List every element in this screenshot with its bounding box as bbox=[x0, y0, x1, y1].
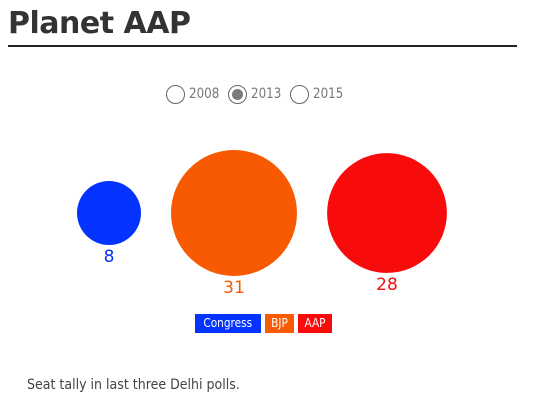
year-label-2015: 2015 bbox=[313, 86, 344, 102]
year-option-2008[interactable]: 2008 bbox=[166, 84, 220, 104]
legend-label-aap: AAP bbox=[303, 316, 326, 330]
legend-label-bjp: BJP bbox=[270, 316, 288, 330]
bubble-bjp bbox=[171, 150, 297, 276]
year-label-2013: 2013 bbox=[251, 86, 282, 102]
bubble-congress bbox=[77, 181, 141, 245]
year-selector: 2008 2013 2015 bbox=[166, 82, 352, 106]
bubble-chart: 8 31 28 bbox=[77, 150, 447, 298]
chart-caption: Seat tally in last three Delhi polls. bbox=[27, 377, 240, 393]
legend: Congress BJP AAP bbox=[195, 314, 336, 333]
value-label-bjp: 31 bbox=[223, 278, 245, 298]
year-option-2013[interactable]: 2013 bbox=[228, 84, 282, 104]
year-option-2015[interactable]: 2015 bbox=[290, 84, 344, 104]
page-title: Planet AAP bbox=[8, 4, 517, 47]
value-label-congress: 8 bbox=[104, 247, 115, 267]
legend-item-congress: Congress bbox=[195, 314, 261, 333]
year-label-2008: 2008 bbox=[189, 86, 220, 102]
radio-2008[interactable] bbox=[166, 84, 185, 104]
legend-label-congress: Congress bbox=[203, 316, 253, 330]
radio-2015[interactable] bbox=[290, 84, 309, 104]
radio-2013[interactable] bbox=[228, 84, 247, 104]
legend-item-bjp: BJP bbox=[264, 314, 294, 333]
bubble-aap bbox=[327, 153, 447, 273]
value-label-aap: 28 bbox=[376, 275, 398, 295]
legend-item-aap: AAP bbox=[297, 314, 332, 333]
